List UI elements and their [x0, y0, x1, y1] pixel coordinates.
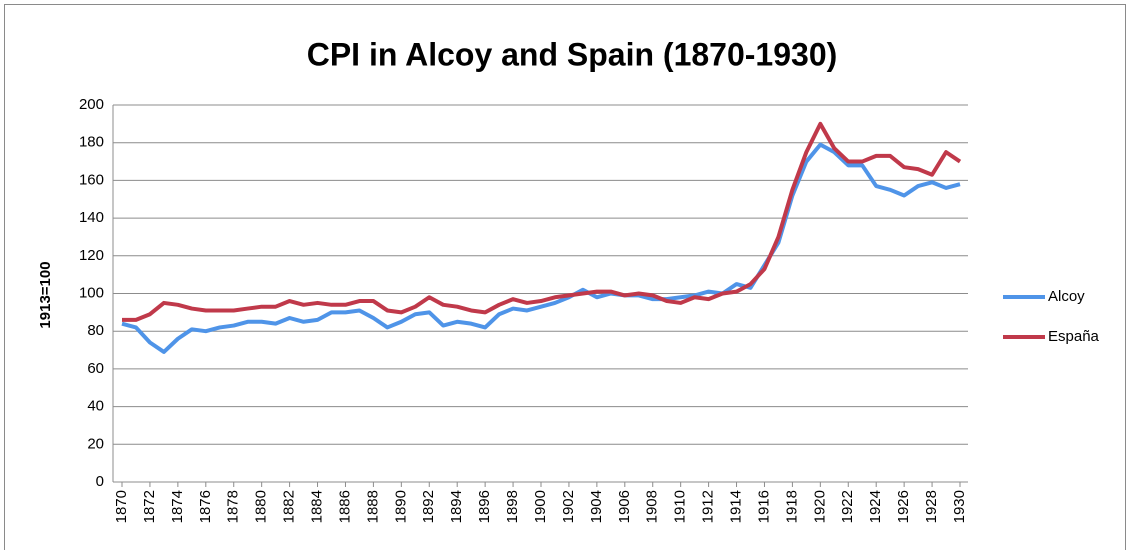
x-tick-label: 1874 — [169, 490, 186, 523]
x-tick-label: 1916 — [755, 490, 772, 523]
y-tick-label: 80 — [87, 322, 104, 339]
x-tick-label: 1906 — [616, 490, 633, 523]
y-tick-label: 120 — [79, 247, 104, 264]
x-tick-label: 1870 — [113, 490, 130, 523]
x-tick-label: 1928 — [923, 490, 940, 523]
x-tick-label: 1924 — [867, 490, 884, 523]
legend-label: Alcoy — [1048, 288, 1085, 305]
x-tick-label: 1904 — [588, 490, 605, 523]
y-tick-label: 180 — [79, 134, 104, 151]
y-tick-label: 140 — [79, 209, 104, 226]
chart-border — [4, 4, 1126, 550]
x-tick-label: 1914 — [728, 490, 745, 523]
x-tick-label: 1910 — [672, 490, 689, 523]
x-tick-label: 1918 — [783, 490, 800, 523]
x-tick-label: 1922 — [839, 490, 856, 523]
x-tick-label: 1892 — [420, 490, 437, 523]
x-tick-label: 1926 — [895, 490, 912, 523]
x-tick-label: 1920 — [811, 490, 828, 523]
x-tick-label: 1884 — [309, 490, 326, 523]
y-axis-label: 1913=100 — [37, 261, 54, 328]
x-tick-label: 1930 — [951, 490, 968, 523]
x-tick-label: 1876 — [197, 490, 214, 523]
y-tick-label: 100 — [79, 284, 104, 301]
x-tick-label: 1890 — [392, 490, 409, 523]
legend-label: España — [1048, 328, 1100, 345]
x-tick-label: 1872 — [141, 490, 158, 523]
x-tick-label: 1912 — [700, 490, 717, 523]
x-tick-label: 1880 — [253, 490, 270, 523]
y-tick-label: 160 — [79, 171, 104, 188]
y-tick-label: 0 — [96, 473, 104, 490]
y-tick-label: 20 — [87, 435, 104, 452]
x-tick-label: 1896 — [476, 490, 493, 523]
x-tick-label: 1898 — [504, 490, 521, 523]
chart-title: CPI in Alcoy and Spain (1870-1930) — [307, 36, 838, 72]
y-tick-label: 40 — [87, 398, 104, 415]
x-tick-label: 1888 — [364, 490, 381, 523]
x-tick-label: 1900 — [532, 490, 549, 523]
series-line — [121, 142, 961, 354]
x-tick-label: 1882 — [281, 490, 298, 523]
x-tick-label: 1894 — [448, 490, 465, 523]
x-tick-label: 1886 — [336, 490, 353, 523]
series-line — [122, 121, 962, 322]
y-tick-label: 60 — [87, 360, 104, 377]
x-tick-label: 1902 — [560, 490, 577, 523]
x-tick-label: 1908 — [644, 490, 661, 523]
y-tick-label: 200 — [79, 96, 104, 113]
x-tick-label: 1878 — [225, 490, 242, 523]
